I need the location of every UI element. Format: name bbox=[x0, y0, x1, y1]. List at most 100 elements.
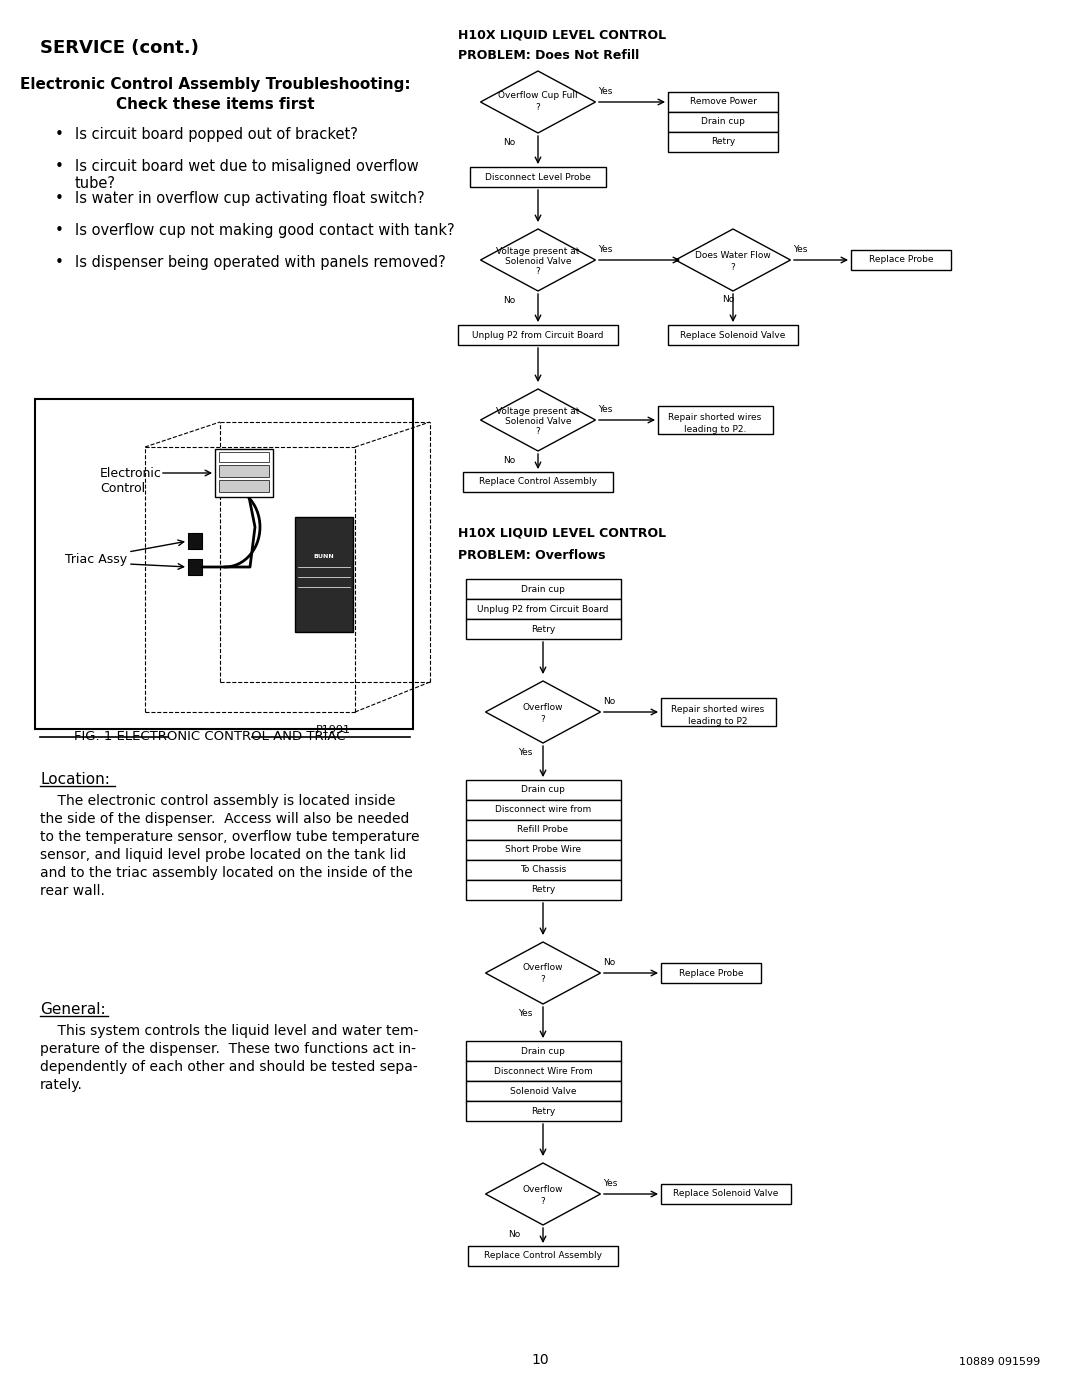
FancyBboxPatch shape bbox=[465, 880, 621, 900]
Text: Short Probe Wire: Short Probe Wire bbox=[505, 845, 581, 855]
FancyBboxPatch shape bbox=[465, 1041, 621, 1060]
Text: Repair shorted wires: Repair shorted wires bbox=[669, 412, 761, 422]
Text: sensor, and liquid level probe located on the tank lid: sensor, and liquid level probe located o… bbox=[40, 848, 406, 862]
Text: BUNN: BUNN bbox=[313, 555, 335, 560]
Text: To Chassis: To Chassis bbox=[519, 866, 566, 875]
Text: PROBLEM: Overflows: PROBLEM: Overflows bbox=[458, 549, 606, 562]
Text: Replace Probe: Replace Probe bbox=[678, 968, 743, 978]
FancyBboxPatch shape bbox=[219, 465, 269, 476]
Text: H10X LIQUID LEVEL CONTROL: H10X LIQUID LEVEL CONTROL bbox=[458, 527, 666, 541]
Text: Refill Probe: Refill Probe bbox=[517, 826, 568, 834]
Text: Retry: Retry bbox=[711, 137, 735, 147]
Text: 10889 091599: 10889 091599 bbox=[959, 1356, 1040, 1368]
FancyBboxPatch shape bbox=[669, 326, 798, 345]
Text: Yes: Yes bbox=[598, 405, 612, 414]
Text: •: • bbox=[55, 224, 64, 237]
Text: Drain cup: Drain cup bbox=[521, 584, 565, 594]
FancyBboxPatch shape bbox=[851, 250, 951, 270]
Text: Solenoid Valve: Solenoid Valve bbox=[510, 1087, 577, 1095]
Text: Replace Solenoid Valve: Replace Solenoid Valve bbox=[673, 1189, 779, 1199]
Text: Electronic
Control: Electronic Control bbox=[100, 467, 162, 495]
Text: ?: ? bbox=[536, 102, 540, 112]
Text: Disconnect Wire From: Disconnect Wire From bbox=[494, 1066, 592, 1076]
Text: Electronic Control Assembly Troubleshooting:: Electronic Control Assembly Troubleshoot… bbox=[19, 77, 410, 92]
Text: Yes: Yes bbox=[598, 244, 612, 254]
Text: rear wall.: rear wall. bbox=[40, 884, 105, 898]
Text: rately.: rately. bbox=[40, 1078, 83, 1092]
Text: Is overflow cup not making good contact with tank?: Is overflow cup not making good contact … bbox=[75, 224, 455, 237]
FancyBboxPatch shape bbox=[35, 400, 413, 729]
FancyBboxPatch shape bbox=[465, 578, 621, 599]
Text: Disconnect Level Probe: Disconnect Level Probe bbox=[485, 172, 591, 182]
FancyBboxPatch shape bbox=[463, 472, 613, 492]
FancyBboxPatch shape bbox=[669, 92, 778, 112]
FancyBboxPatch shape bbox=[465, 861, 621, 880]
Text: •: • bbox=[55, 159, 64, 175]
Text: Overflow: Overflow bbox=[523, 1185, 564, 1193]
Text: Voltage present at: Voltage present at bbox=[497, 246, 580, 256]
FancyBboxPatch shape bbox=[219, 481, 269, 492]
FancyBboxPatch shape bbox=[188, 534, 202, 549]
FancyBboxPatch shape bbox=[661, 963, 761, 983]
Text: dependently of each other and should be tested sepa-: dependently of each other and should be … bbox=[40, 1060, 418, 1074]
Text: Yes: Yes bbox=[517, 747, 532, 757]
Text: Retry: Retry bbox=[531, 1106, 555, 1115]
Text: No: No bbox=[603, 958, 616, 967]
FancyBboxPatch shape bbox=[219, 453, 269, 462]
FancyBboxPatch shape bbox=[661, 1185, 791, 1204]
Text: Replace Probe: Replace Probe bbox=[868, 256, 933, 264]
Text: This system controls the liquid level and water tem-: This system controls the liquid level an… bbox=[40, 1024, 418, 1038]
Text: ?: ? bbox=[541, 1196, 545, 1206]
FancyBboxPatch shape bbox=[658, 407, 773, 434]
Text: Replace Solenoid Valve: Replace Solenoid Valve bbox=[680, 331, 785, 339]
Text: Yes: Yes bbox=[517, 1009, 532, 1018]
FancyBboxPatch shape bbox=[465, 619, 621, 638]
Text: Solenoid Valve: Solenoid Valve bbox=[504, 416, 571, 426]
Text: •: • bbox=[55, 191, 64, 205]
Text: ?: ? bbox=[536, 426, 540, 436]
Text: Voltage present at: Voltage present at bbox=[497, 407, 580, 415]
FancyBboxPatch shape bbox=[669, 131, 778, 152]
Text: Yes: Yes bbox=[603, 1179, 618, 1187]
Text: H10X LIQUID LEVEL CONTROL: H10X LIQUID LEVEL CONTROL bbox=[458, 29, 666, 42]
FancyBboxPatch shape bbox=[465, 1060, 621, 1081]
Text: Remove Power: Remove Power bbox=[689, 98, 756, 106]
FancyBboxPatch shape bbox=[295, 517, 353, 631]
FancyBboxPatch shape bbox=[465, 820, 621, 840]
Text: Unplug P2 from Circuit Board: Unplug P2 from Circuit Board bbox=[477, 605, 609, 613]
FancyBboxPatch shape bbox=[215, 448, 273, 497]
Text: ?: ? bbox=[536, 267, 540, 275]
Text: Is circuit board wet due to misaligned overflow
tube?: Is circuit board wet due to misaligned o… bbox=[75, 159, 419, 191]
FancyBboxPatch shape bbox=[465, 840, 621, 861]
Text: No: No bbox=[721, 295, 734, 305]
Text: The electronic control assembly is located inside: The electronic control assembly is locat… bbox=[40, 793, 395, 807]
Text: Retry: Retry bbox=[531, 886, 555, 894]
Text: perature of the dispenser.  These two functions act in-: perature of the dispenser. These two fun… bbox=[40, 1042, 416, 1056]
FancyBboxPatch shape bbox=[661, 698, 777, 726]
Polygon shape bbox=[486, 942, 600, 1004]
Text: Drain cup: Drain cup bbox=[521, 785, 565, 795]
Text: ?: ? bbox=[541, 975, 545, 985]
Text: Overflow: Overflow bbox=[523, 964, 564, 972]
Polygon shape bbox=[481, 229, 595, 291]
Text: Location:: Location: bbox=[40, 773, 110, 787]
Text: Disconnect wire from: Disconnect wire from bbox=[495, 806, 591, 814]
Text: Solenoid Valve: Solenoid Valve bbox=[504, 257, 571, 265]
Text: Is dispenser being operated with panels removed?: Is dispenser being operated with panels … bbox=[75, 256, 446, 270]
Polygon shape bbox=[486, 1162, 600, 1225]
Polygon shape bbox=[481, 71, 595, 133]
FancyBboxPatch shape bbox=[470, 168, 606, 187]
Polygon shape bbox=[486, 680, 600, 743]
FancyBboxPatch shape bbox=[458, 326, 618, 345]
Text: Replace Control Assembly: Replace Control Assembly bbox=[480, 478, 597, 486]
Text: the side of the dispenser.  Access will also be needed: the side of the dispenser. Access will a… bbox=[40, 812, 409, 826]
Text: PROBLEM: Does Not Refill: PROBLEM: Does Not Refill bbox=[458, 49, 639, 61]
Text: General:: General: bbox=[40, 1002, 106, 1017]
Polygon shape bbox=[481, 388, 595, 451]
Text: No: No bbox=[603, 697, 616, 705]
Text: Drain cup: Drain cup bbox=[521, 1046, 565, 1056]
Text: No: No bbox=[503, 296, 515, 305]
Text: P1991: P1991 bbox=[315, 725, 351, 735]
Text: Triac Assy: Triac Assy bbox=[65, 552, 127, 566]
Text: No: No bbox=[503, 138, 515, 147]
